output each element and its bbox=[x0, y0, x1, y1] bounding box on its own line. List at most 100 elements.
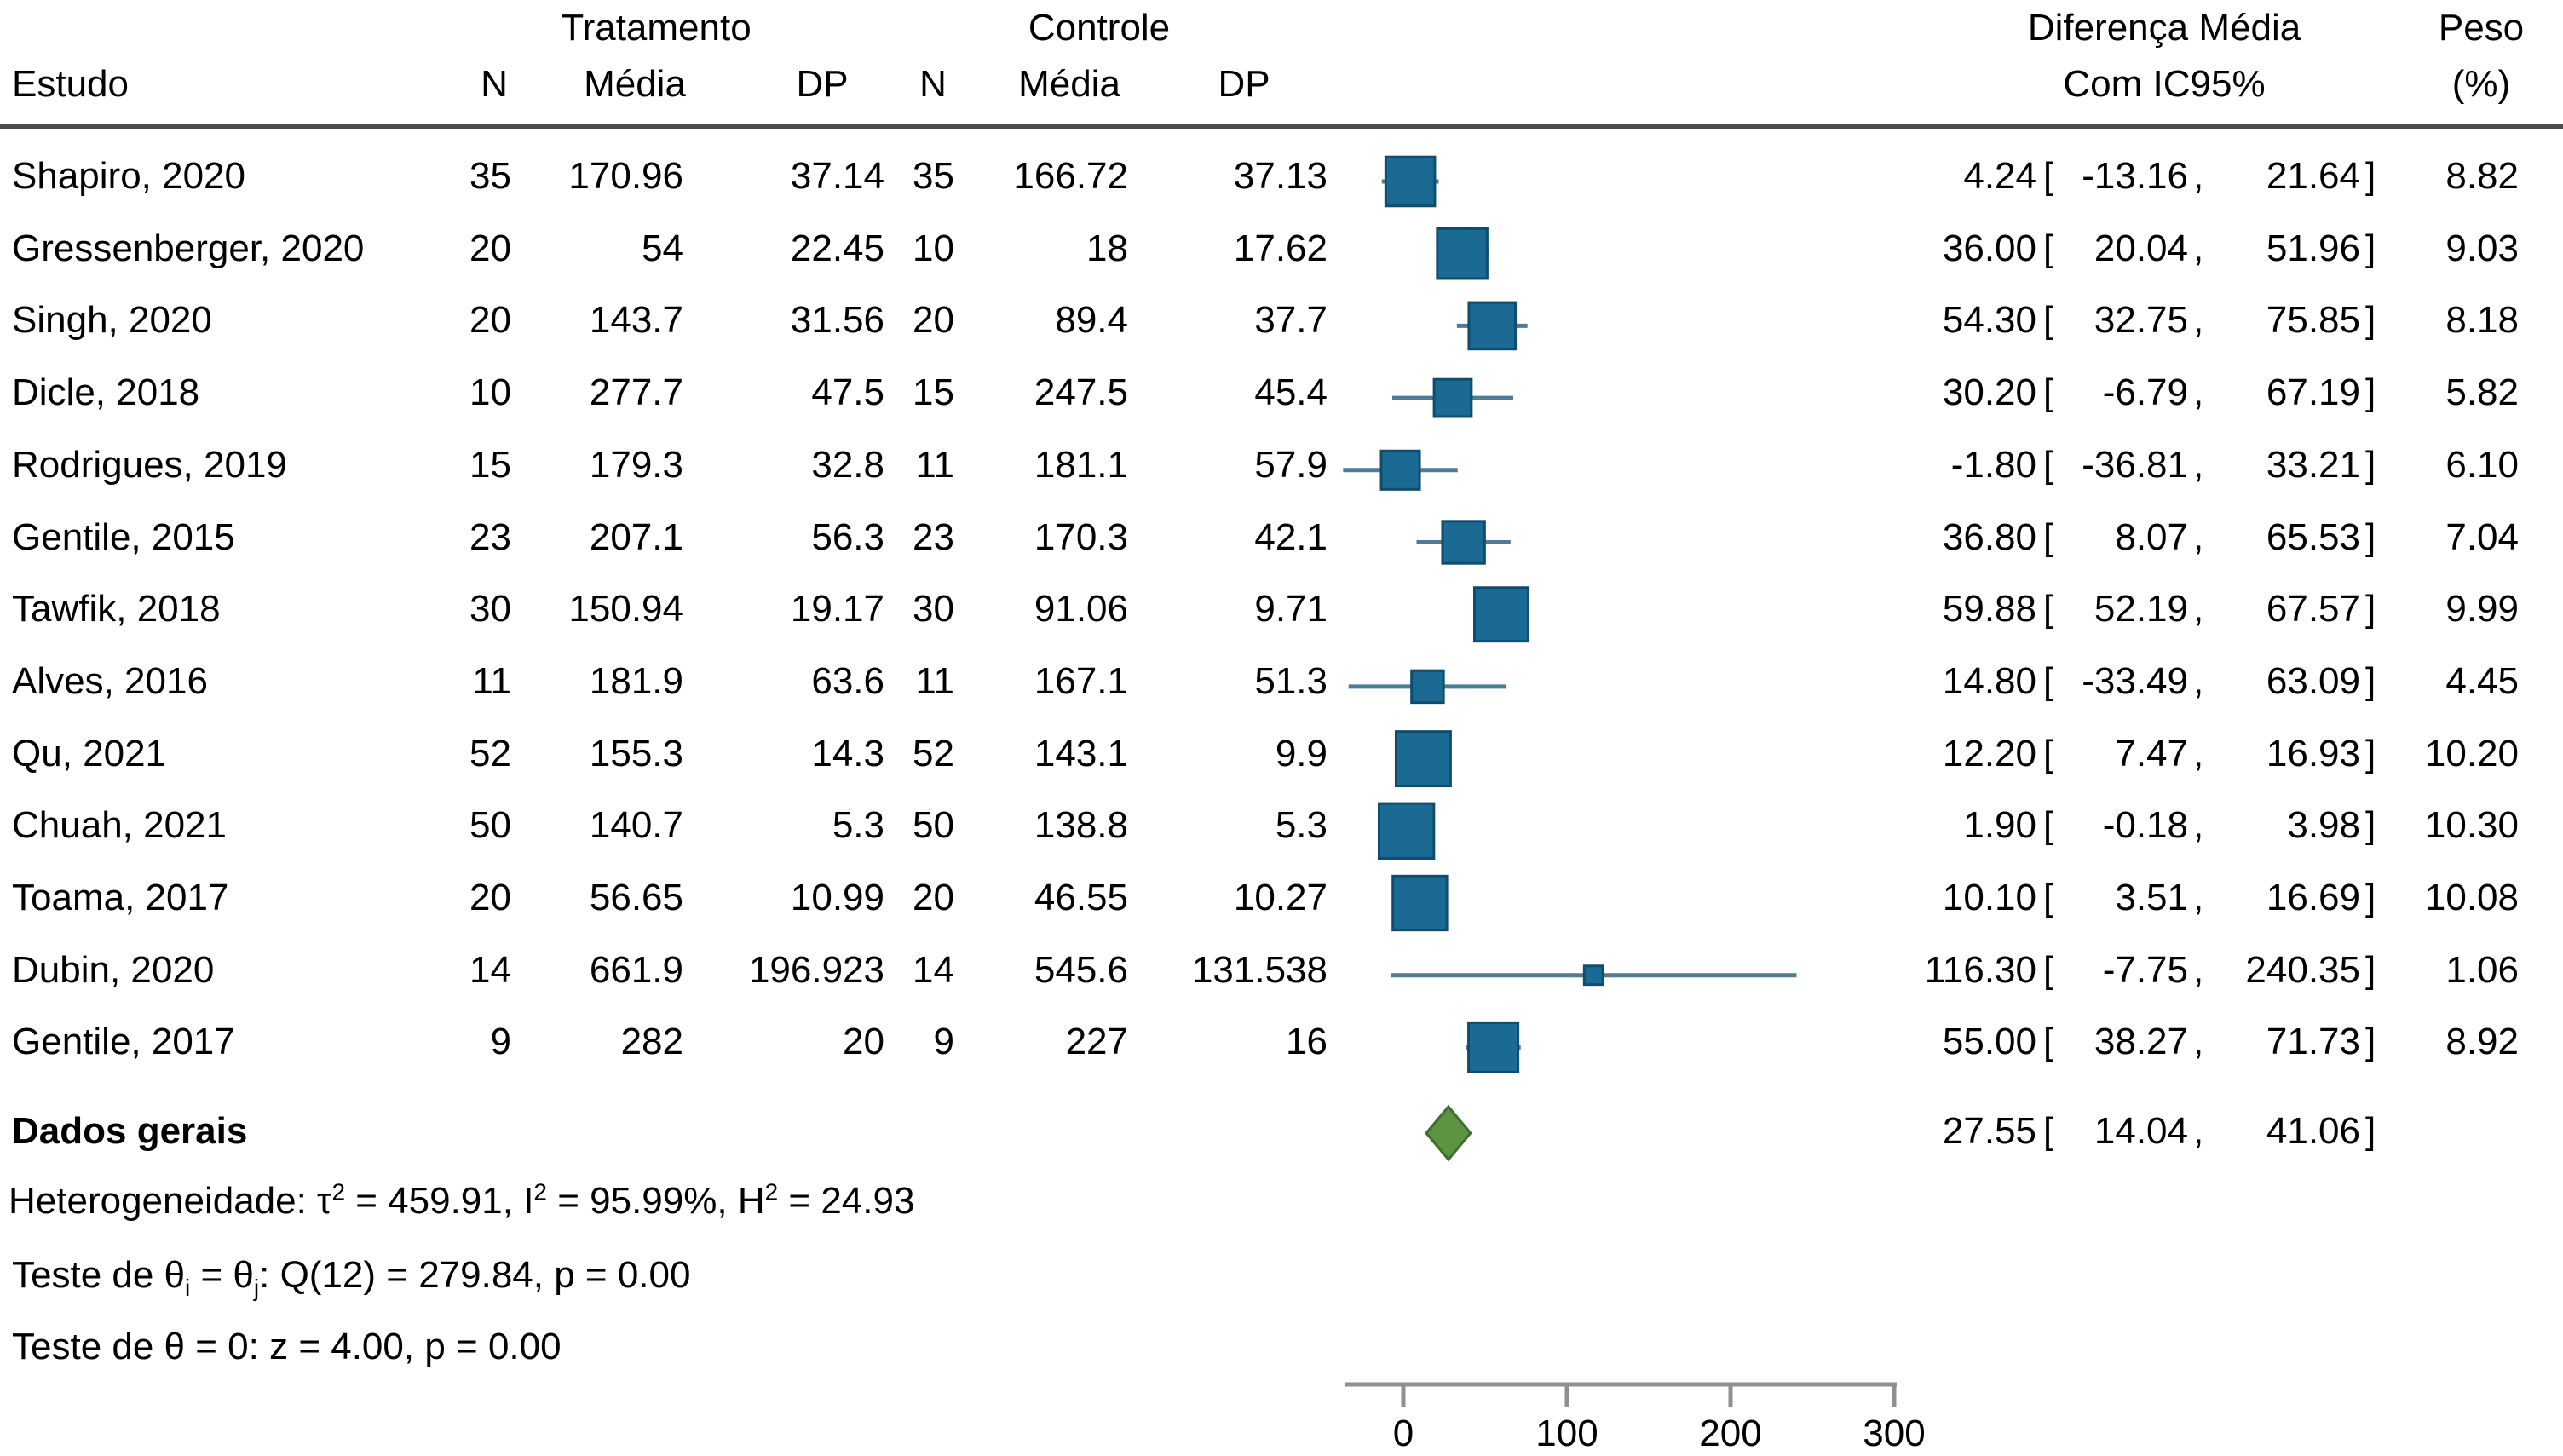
heterogeneity-part: = 24.93 bbox=[778, 1180, 915, 1222]
effect-marker bbox=[1379, 449, 1421, 491]
ci-lower: 20.04 bbox=[2094, 227, 2188, 269]
ci-open-bracket: [ bbox=[2043, 877, 2054, 918]
sd-control: 45.4 bbox=[1254, 371, 1328, 414]
study-label: Dicle, 2018 bbox=[12, 371, 200, 414]
weight-value: 5.82 bbox=[2445, 371, 2519, 414]
i-squared-exponent: 2 bbox=[533, 1178, 547, 1206]
sd-treatment: 31.56 bbox=[790, 299, 884, 342]
ci-open-bracket: [ bbox=[2043, 299, 2054, 342]
mean-control: 18 bbox=[1086, 227, 1128, 269]
ci-close-bracket: ] bbox=[2365, 371, 2376, 414]
n-treatment: 11 bbox=[472, 659, 511, 702]
mean-control: 166.72 bbox=[1013, 155, 1128, 197]
md-value: 30.20 bbox=[1942, 371, 2036, 414]
sd-treatment: 20 bbox=[843, 1021, 884, 1063]
ci-close-bracket: ] bbox=[2365, 1110, 2376, 1152]
mean-control: 46.55 bbox=[1034, 877, 1128, 918]
ci-comma: , bbox=[2193, 515, 2204, 558]
study-row: Singh, 2020 20 143.7 31.56 20 89.4 37.7 54.30[3… bbox=[0, 285, 2563, 356]
n-control: 35 bbox=[913, 155, 954, 197]
study-label: Toama, 2017 bbox=[12, 877, 229, 918]
sd-control: 9.9 bbox=[1275, 732, 1328, 774]
n-control: 11 bbox=[915, 443, 954, 486]
test-part: Teste de θ = 0: z = 4.00, p = 0.00 bbox=[12, 1326, 562, 1367]
ci-comma: , bbox=[2193, 659, 2204, 702]
study-row: Rodrigues, 2019 15 179.3 32.8 11 181.1 57.9 -1.… bbox=[0, 429, 2563, 501]
ci-close-bracket: ] bbox=[2365, 155, 2376, 197]
ci-comma: , bbox=[2193, 371, 2204, 414]
ci-upper: 41.06 bbox=[2266, 1110, 2360, 1152]
n-control: 23 bbox=[913, 515, 954, 558]
md-value: 4.24 bbox=[1963, 155, 2036, 197]
n-treatment-column-header: N bbox=[481, 63, 508, 105]
ci-comma: , bbox=[2193, 227, 2204, 269]
md-value: 27.55 bbox=[1942, 1110, 2036, 1152]
mean-control: 143.1 bbox=[1034, 732, 1128, 774]
ci-close-bracket: ] bbox=[2365, 948, 2376, 991]
mean-treatment: 181.9 bbox=[589, 659, 683, 702]
h-squared-exponent: 2 bbox=[764, 1178, 779, 1206]
effect-marker bbox=[1394, 730, 1452, 788]
n-control: 20 bbox=[913, 299, 954, 342]
ci-comma: , bbox=[2193, 877, 2204, 918]
ci-lower: -0.18 bbox=[2102, 804, 2188, 847]
study-label: Alves, 2016 bbox=[12, 659, 208, 702]
study-label: Tawfik, 2018 bbox=[12, 588, 221, 630]
ci-open-bracket: [ bbox=[2043, 515, 2054, 558]
ci-close-bracket: ] bbox=[2365, 588, 2376, 630]
n-control: 50 bbox=[913, 804, 954, 847]
n-control-column-header: N bbox=[919, 63, 947, 105]
weight-value: 10.30 bbox=[2424, 804, 2519, 847]
weight-header-line1: Peso bbox=[2438, 7, 2525, 49]
mean-treatment: 155.3 bbox=[589, 732, 683, 774]
study-row: Gentile, 2015 23 207.1 56.3 23 170.3 42.1 36.80… bbox=[0, 502, 2563, 573]
sd-treatment: 32.8 bbox=[811, 443, 884, 486]
heterogeneity-part: Heterogeneidade: τ bbox=[9, 1180, 332, 1222]
overall-label: Dados gerais bbox=[12, 1110, 248, 1152]
md-value: 55.00 bbox=[1942, 1021, 2036, 1063]
ci-open-bracket: [ bbox=[2043, 659, 2054, 702]
weight-value: 6.10 bbox=[2445, 443, 2519, 486]
weight-value: 9.99 bbox=[2445, 588, 2519, 630]
mean-control: 545.6 bbox=[1034, 948, 1128, 991]
ci-lower: 8.07 bbox=[2115, 515, 2188, 558]
n-treatment: 30 bbox=[469, 588, 511, 630]
study-row: Tawfik, 2018 30 150.94 19.17 30 91.06 9.71 59.8… bbox=[0, 573, 2563, 645]
md-value: 116.30 bbox=[1924, 948, 2036, 991]
ci-upper: 67.19 bbox=[2266, 371, 2360, 414]
ci-open-bracket: [ bbox=[2043, 443, 2054, 486]
n-treatment: 20 bbox=[469, 299, 511, 342]
test-theta-equality-text: Teste de θi = θj: Q(12) = 279.84, p = 0.… bbox=[12, 1240, 690, 1311]
ci-lower: -33.49 bbox=[2082, 659, 2188, 702]
ci-comma: , bbox=[2193, 804, 2204, 847]
effect-marker bbox=[1582, 964, 1604, 987]
sd-control: 42.1 bbox=[1254, 515, 1328, 558]
weight-value: 10.08 bbox=[2424, 877, 2519, 918]
ci-open-bracket: [ bbox=[2043, 155, 2054, 197]
n-treatment: 20 bbox=[469, 227, 511, 269]
mean-treatment: 282 bbox=[620, 1021, 683, 1063]
weight-value: 8.82 bbox=[2445, 155, 2519, 197]
mean-treatment: 56.65 bbox=[589, 877, 683, 918]
md-value: 59.88 bbox=[1942, 588, 2036, 630]
ci-lower: -7.75 bbox=[2102, 948, 2188, 991]
sd-treatment: 56.3 bbox=[811, 515, 884, 558]
ci-comma: , bbox=[2193, 443, 2204, 486]
ci-open-bracket: [ bbox=[2043, 948, 2054, 991]
n-control: 20 bbox=[913, 877, 954, 918]
md-value: 54.30 bbox=[1942, 299, 2036, 342]
ci-comma: , bbox=[2193, 588, 2204, 630]
sd-treatment: 14.3 bbox=[811, 732, 884, 774]
test-part: Teste de θ bbox=[12, 1254, 186, 1296]
md-value: 1.90 bbox=[1963, 804, 2036, 847]
md-value: 36.80 bbox=[1942, 515, 2036, 558]
mean-treatment: 179.3 bbox=[589, 443, 683, 486]
ci-lower: -13.16 bbox=[2082, 155, 2188, 197]
sd-treatment: 5.3 bbox=[832, 804, 884, 847]
sd-treatment: 47.5 bbox=[811, 371, 884, 414]
ci-lower: 52.19 bbox=[2094, 588, 2188, 630]
sd-control: 5.3 bbox=[1275, 804, 1328, 847]
ci-upper: 16.69 bbox=[2266, 877, 2360, 918]
n-control: 15 bbox=[913, 371, 954, 414]
